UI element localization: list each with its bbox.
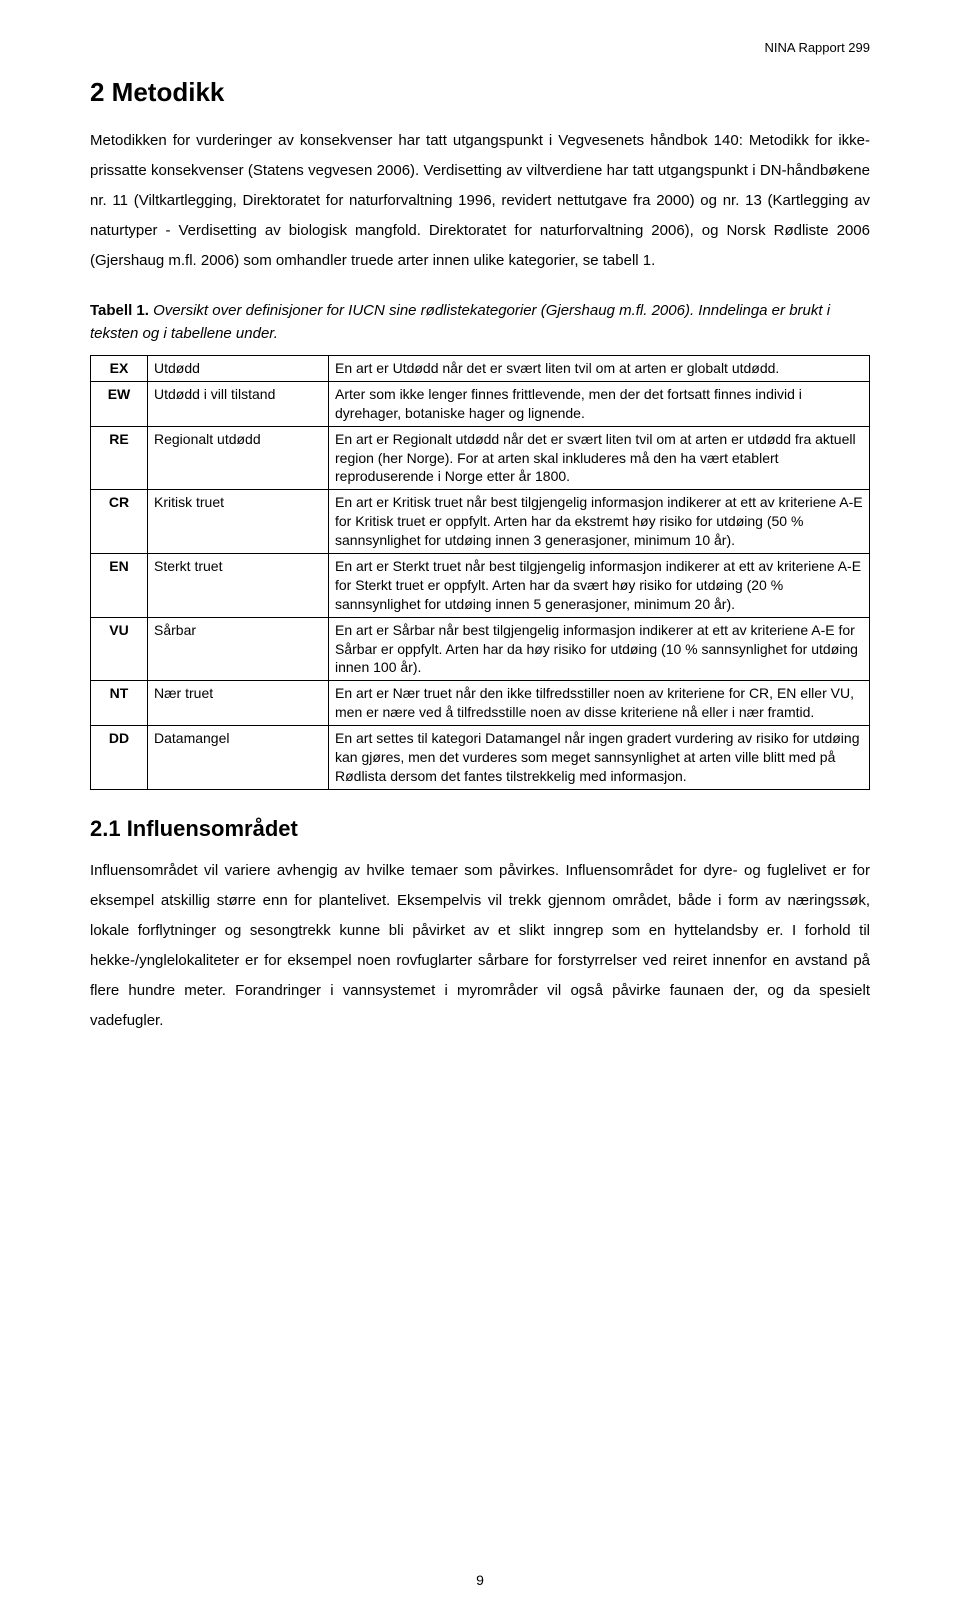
code-cell: RE <box>91 426 148 490</box>
code-cell: CR <box>91 490 148 554</box>
table-caption-rest: Oversikt over definisjoner for IUCN sine… <box>90 302 830 342</box>
report-header: NINA Rapport 299 <box>90 40 870 55</box>
term-cell: Utdødd <box>148 356 329 382</box>
desc-cell: En art er Kritisk truet når best tilgjen… <box>329 490 870 554</box>
section-title: 2 Metodikk <box>90 77 870 108</box>
table-caption-lead: Tabell 1. <box>90 302 149 319</box>
term-cell: Regionalt utdødd <box>148 426 329 490</box>
table-row: CR Kritisk truet En art er Kritisk truet… <box>91 490 870 554</box>
code-cell: EX <box>91 356 148 382</box>
desc-cell: En art er Regionalt utdødd når det er sv… <box>329 426 870 490</box>
term-cell: Datamangel <box>148 726 329 790</box>
table-row: EN Sterkt truet En art er Sterkt truet n… <box>91 554 870 618</box>
desc-cell: Arter som ikke lenger finnes frittlevend… <box>329 381 870 426</box>
table-row: RE Regionalt utdødd En art er Regionalt … <box>91 426 870 490</box>
section-paragraph-1: Metodikken for vurderinger av konsekvens… <box>90 126 870 276</box>
table-caption: Tabell 1. Oversikt over definisjoner for… <box>90 300 870 345</box>
term-cell: Kritisk truet <box>148 490 329 554</box>
code-cell: NT <box>91 681 148 726</box>
table-row: EX Utdødd En art er Utdødd når det er sv… <box>91 356 870 382</box>
subsection-paragraph: Influensområdet vil variere avhengig av … <box>90 856 870 1036</box>
desc-cell: En art settes til kategori Datamangel nå… <box>329 726 870 790</box>
desc-cell: En art er Nær truet når den ikke tilfred… <box>329 681 870 726</box>
subsection-title: 2.1 Influensområdet <box>90 816 870 842</box>
page-number: 9 <box>0 1572 960 1588</box>
table-row: VU Sårbar En art er Sårbar når best tilg… <box>91 617 870 681</box>
term-cell: Nær truet <box>148 681 329 726</box>
term-cell: Utdødd i vill tilstand <box>148 381 329 426</box>
code-cell: EN <box>91 554 148 618</box>
table-row: DD Datamangel En art settes til kategori… <box>91 726 870 790</box>
code-cell: VU <box>91 617 148 681</box>
term-cell: Sterkt truet <box>148 554 329 618</box>
code-cell: DD <box>91 726 148 790</box>
table-row: NT Nær truet En art er Nær truet når den… <box>91 681 870 726</box>
code-cell: EW <box>91 381 148 426</box>
desc-cell: En art er Sterkt truet når best tilgjeng… <box>329 554 870 618</box>
table-row: EW Utdødd i vill tilstand Arter som ikke… <box>91 381 870 426</box>
desc-cell: En art er Utdødd når det er svært liten … <box>329 356 870 382</box>
desc-cell: En art er Sårbar når best tilgjengelig i… <box>329 617 870 681</box>
definitions-table: EX Utdødd En art er Utdødd når det er sv… <box>90 355 870 790</box>
term-cell: Sårbar <box>148 617 329 681</box>
